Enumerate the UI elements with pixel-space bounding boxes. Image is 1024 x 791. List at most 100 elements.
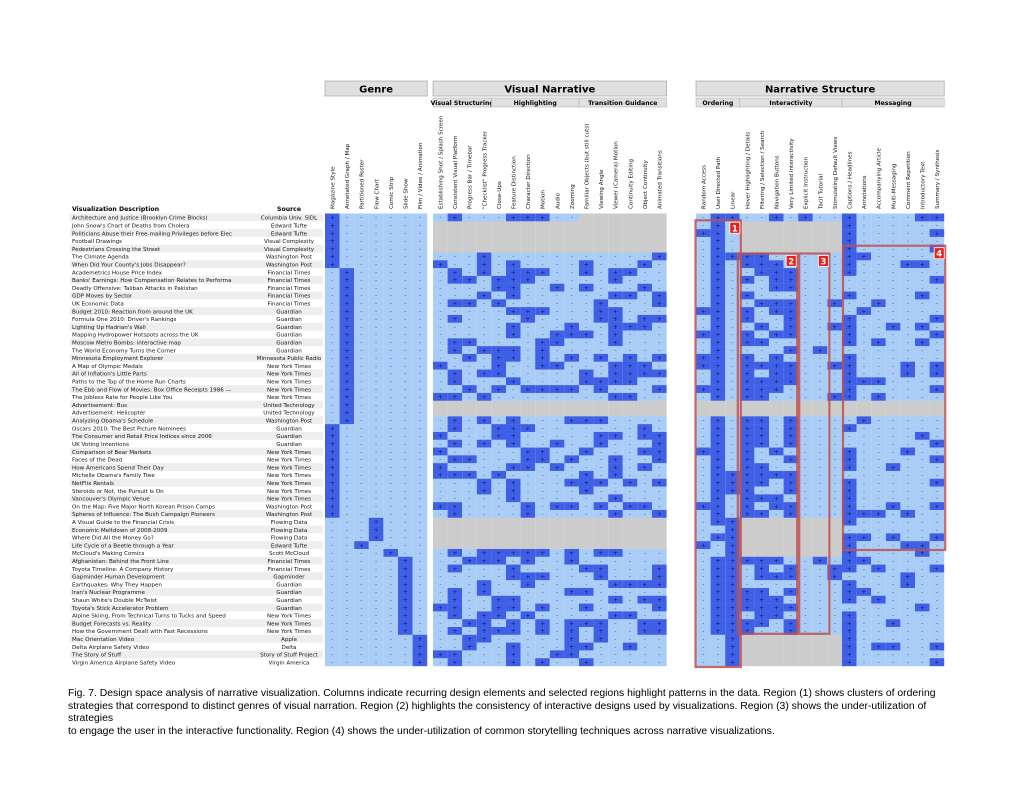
cell-symbol: -: [936, 597, 938, 604]
cell-symbol: +: [730, 472, 735, 479]
matrix-cell: [725, 470, 740, 479]
cell-symbol: +: [847, 503, 852, 510]
cell-symbol: -: [936, 379, 938, 386]
matrix-cell: [769, 424, 784, 433]
cell-symbol: -: [512, 581, 514, 588]
matrix-cell: [535, 236, 550, 245]
matrix-cell: [476, 221, 492, 230]
cell-symbol: +: [891, 503, 896, 510]
cell-symbol: -: [600, 347, 602, 354]
column-label: Summary / Synthesis: [935, 149, 941, 209]
matrix-cell: [885, 463, 901, 472]
cell-symbol: +: [613, 308, 618, 315]
matrix-cell: [754, 400, 769, 409]
cell-symbol: +: [730, 574, 735, 581]
matrix-cell: [325, 236, 340, 245]
cell-symbol: +: [438, 433, 443, 440]
matrix-cell: [900, 416, 915, 425]
cell-symbol: -: [936, 293, 938, 300]
matrix-cell: [739, 361, 755, 370]
matrix-cell: [769, 548, 784, 557]
matrix-cell: [535, 494, 550, 503]
cell-symbol: -: [819, 363, 821, 370]
matrix-cell: [725, 502, 740, 511]
cell-symbol: +: [569, 636, 574, 643]
cell-symbol: -: [819, 285, 821, 292]
matrix-cell: [549, 236, 565, 245]
cell-symbol: -: [390, 223, 392, 230]
matrix-cell: [696, 502, 711, 511]
matrix-cell: [827, 369, 842, 378]
matrix-cell: [900, 439, 915, 448]
cell-symbol: -: [892, 449, 894, 456]
matrix-cell: [608, 416, 623, 425]
cell-symbol: -: [390, 355, 392, 362]
cell-symbol: -: [404, 542, 406, 549]
matrix-cell: [754, 478, 769, 487]
matrix-cell: [827, 431, 842, 440]
matrix-cell: [383, 299, 398, 308]
cell-symbol: -: [346, 581, 348, 588]
cell-symbol: -: [483, 511, 485, 518]
cell-symbol: -: [921, 558, 923, 565]
matrix-cell: [447, 322, 463, 331]
cell-symbol: -: [404, 472, 406, 479]
cell-symbol: +: [584, 605, 589, 612]
cell-symbol: -: [404, 371, 406, 378]
cell-symbol: +: [584, 418, 589, 425]
matrix-cell: [608, 260, 623, 269]
cell-symbol: -: [892, 574, 894, 581]
cell-symbol: -: [863, 550, 865, 557]
matrix-cell: [476, 525, 492, 534]
cell-symbol: -: [863, 215, 865, 222]
matrix-cell: [564, 548, 579, 557]
matrix-cell: [462, 314, 477, 323]
cell-symbol: +: [788, 441, 793, 448]
matrix-cell: [506, 580, 521, 589]
design-space-figure: + - - - - - - - + - - - + + + - - - + + - - + - + - - + - - - - + ++ - - - - -…: [70, 80, 947, 669]
cell-symbol: -: [468, 550, 470, 557]
cell-symbol: +: [438, 464, 443, 471]
cell-symbol: -: [390, 277, 392, 284]
matrix-cell: [739, 502, 755, 511]
matrix-cell: [812, 517, 828, 526]
matrix-cell: [520, 268, 536, 277]
matrix-cell: [579, 416, 594, 425]
matrix-cell: [812, 369, 828, 378]
matrix-cell: [856, 455, 872, 464]
matrix-cell: [871, 213, 886, 222]
matrix-cell: [652, 283, 667, 292]
matrix-cell: [769, 517, 784, 526]
matrix-cell: [447, 431, 463, 440]
cell-symbol: -: [936, 628, 938, 635]
cell-symbol: -: [746, 324, 748, 331]
cell-symbol: -: [556, 433, 558, 440]
cell-symbol: -: [483, 605, 485, 612]
cell-symbol: +: [891, 324, 896, 331]
matrix-cell: [535, 431, 550, 440]
cell-symbol: -: [907, 277, 909, 284]
matrix-cell: [827, 642, 842, 651]
matrix-cell: [725, 494, 740, 503]
cell-symbol: -: [375, 246, 377, 253]
matrix-cell: [433, 486, 448, 495]
cell-symbol: -: [848, 574, 850, 581]
cell-symbol: -: [556, 628, 558, 635]
matrix-cell: [506, 385, 521, 394]
matrix-cell: [447, 353, 463, 362]
matrix-cell: [885, 470, 901, 479]
cell-symbol: -: [731, 449, 733, 456]
cell-symbol: -: [439, 285, 441, 292]
matrix-cell: [783, 439, 799, 448]
matrix-cell: [549, 541, 565, 550]
cell-symbol: -: [483, 379, 485, 386]
cell-symbol: -: [892, 363, 894, 370]
cell-symbol: -: [921, 363, 923, 370]
matrix-cell: [871, 455, 886, 464]
cell-symbol: -: [483, 285, 485, 292]
cell-symbol: -: [892, 558, 894, 565]
matrix-cell: [506, 564, 521, 573]
cell-symbol: -: [541, 613, 543, 620]
row-description: Minnesota Employment Explorer: [72, 356, 164, 362]
cell-symbol: -: [907, 503, 909, 510]
